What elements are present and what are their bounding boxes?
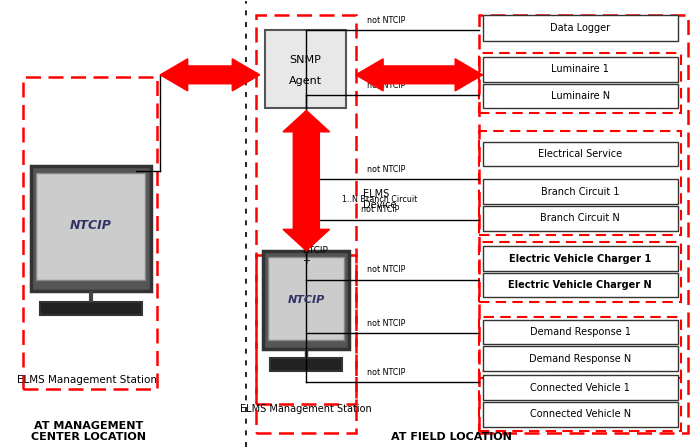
Text: NTCIP: NTCIP xyxy=(288,295,325,305)
Bar xyxy=(480,242,682,302)
Bar xyxy=(482,142,678,166)
Bar xyxy=(482,273,678,297)
Bar xyxy=(270,358,342,371)
Bar xyxy=(482,180,678,204)
Bar xyxy=(480,15,688,433)
Text: not NTCIP: not NTCIP xyxy=(368,165,406,174)
Text: 1..N Branch Circuit
not NTCIP: 1..N Branch Circuit not NTCIP xyxy=(342,195,417,214)
Bar xyxy=(40,302,141,315)
Text: not NTCIP: not NTCIP xyxy=(368,16,406,25)
Bar xyxy=(31,166,150,291)
Text: not NTCIP: not NTCIP xyxy=(368,265,406,274)
Text: Luminaire N: Luminaire N xyxy=(551,91,610,101)
Text: Electrical Service: Electrical Service xyxy=(538,149,622,159)
Text: Connected Vehicle N: Connected Vehicle N xyxy=(530,409,631,419)
Bar xyxy=(482,206,678,231)
Bar xyxy=(480,318,682,378)
Polygon shape xyxy=(356,59,482,91)
Bar xyxy=(256,15,356,433)
Bar xyxy=(482,375,678,400)
Text: NTCIP: NTCIP xyxy=(177,65,243,84)
Bar xyxy=(482,320,678,344)
Text: NTCIP: NTCIP xyxy=(299,155,314,206)
Text: Data Logger: Data Logger xyxy=(550,23,610,33)
Bar xyxy=(263,251,349,349)
Text: not NTCIP: not NTCIP xyxy=(368,319,406,328)
Bar xyxy=(36,173,145,280)
Text: not NTCIP: not NTCIP xyxy=(368,368,406,377)
Polygon shape xyxy=(283,111,330,251)
Bar xyxy=(23,77,157,389)
Bar xyxy=(480,371,682,431)
Text: ELMS Management Station: ELMS Management Station xyxy=(17,375,157,385)
Bar xyxy=(482,246,678,271)
Bar xyxy=(482,57,678,82)
Text: Electric Vehicle Charger N: Electric Vehicle Charger N xyxy=(508,280,652,290)
Text: Demand Response 1: Demand Response 1 xyxy=(530,327,631,337)
Bar xyxy=(265,30,346,108)
Text: NTCIP: NTCIP xyxy=(70,220,111,233)
Text: ELMS Management Station: ELMS Management Station xyxy=(240,404,372,414)
Text: Agent: Agent xyxy=(289,76,322,86)
Text: Branch Circuit 1: Branch Circuit 1 xyxy=(541,187,620,197)
Text: Electric Vehicle Charger 1: Electric Vehicle Charger 1 xyxy=(509,254,652,263)
Bar xyxy=(482,84,678,108)
Text: ELMS
Device: ELMS Device xyxy=(363,189,396,210)
Bar xyxy=(482,15,678,42)
Text: AT FIELD LOCATION: AT FIELD LOCATION xyxy=(391,432,512,442)
Bar xyxy=(482,402,678,426)
Text: Connected Vehicle 1: Connected Vehicle 1 xyxy=(531,383,630,392)
Text: +: + xyxy=(302,256,310,266)
Bar xyxy=(268,258,344,340)
Text: Luminaire 1: Luminaire 1 xyxy=(552,64,609,74)
Text: Demand Response N: Demand Response N xyxy=(529,353,631,364)
Bar xyxy=(482,346,678,371)
Polygon shape xyxy=(160,59,260,91)
Text: AT MANAGEMENT
CENTER LOCATION: AT MANAGEMENT CENTER LOCATION xyxy=(31,421,146,442)
Text: NTCIP: NTCIP xyxy=(302,246,328,255)
Bar xyxy=(480,130,682,235)
Bar xyxy=(256,255,356,404)
Text: Branch Circuit N: Branch Circuit N xyxy=(540,213,620,224)
Text: Not NTCIP: Not NTCIP xyxy=(372,66,467,84)
Text: not NTCIP: not NTCIP xyxy=(368,81,406,90)
Text: SNMP: SNMP xyxy=(290,55,321,65)
Bar xyxy=(480,52,682,113)
